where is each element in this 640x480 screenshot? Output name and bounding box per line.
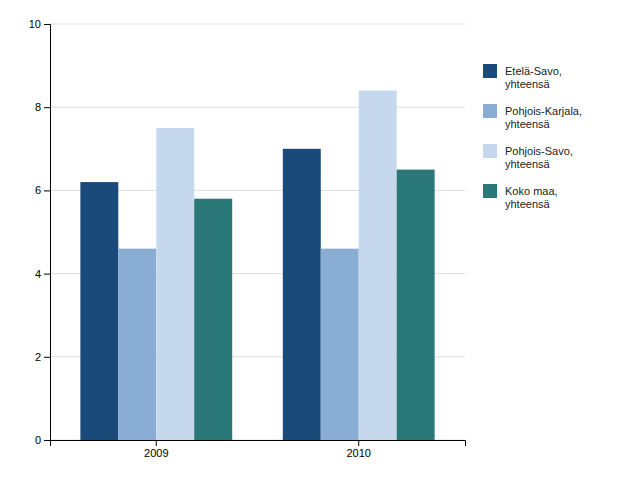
y-tick-label: 8 (35, 101, 41, 113)
series (156, 91, 396, 440)
bar (321, 249, 359, 440)
legend-label-line: yhteensä (505, 198, 551, 210)
legend-item: Etelä-Savo,yhteensä (483, 64, 562, 90)
legend-label-line: Etelä-Savo, (505, 65, 562, 77)
y-tick-mark (44, 357, 50, 358)
x-tick: 2009 (144, 440, 168, 459)
grid-line (50, 107, 465, 108)
y-tick-mark (44, 24, 50, 25)
legend-label: Koko maa,yhteensä (505, 185, 558, 210)
x-tick-label: 2009 (144, 447, 168, 459)
y-axis-line (44, 25, 51, 441)
x-axis-line (51, 441, 466, 447)
x-tick-mark (358, 440, 359, 446)
legend-label: Etelä-Savo,yhteensä (505, 65, 562, 90)
x-tick-mark (156, 440, 157, 446)
y-tick-label: 0 (35, 434, 41, 446)
y-tick: 4 (35, 268, 50, 280)
bar (359, 91, 397, 440)
y-tick: 8 (35, 101, 50, 113)
y-tick-label: 6 (35, 184, 41, 196)
y-tick-label: 4 (35, 268, 41, 280)
x-tick-label: 2010 (346, 447, 370, 459)
y-tick-mark (44, 440, 50, 441)
bars (80, 91, 434, 440)
bar (194, 199, 232, 440)
grid (50, 24, 465, 440)
y-tick-mark (44, 190, 50, 191)
bar (283, 149, 321, 440)
legend-item: Koko maa,yhteensä (483, 184, 558, 210)
chart: 024681020092010Etelä-Savo,yhteensäPohjoi… (0, 0, 640, 480)
legend-swatch (483, 64, 497, 78)
legend-label-line: yhteensä (505, 78, 551, 90)
series (118, 249, 358, 440)
bar (397, 170, 435, 440)
legend-label: Pohjois-Savo,yhteensä (505, 145, 573, 170)
legend-label-line: Pohjois-Karjala, (505, 105, 582, 117)
y-tick-label: 10 (29, 18, 41, 30)
y-tick: 6 (35, 184, 50, 196)
legend-label-line: Pohjois-Savo, (505, 145, 573, 157)
y-tick: 10 (29, 18, 50, 30)
y-tick-mark (44, 274, 50, 275)
legend-item: Pohjois-Savo,yhteensä (483, 144, 573, 170)
y-tick: 2 (35, 351, 50, 363)
legend-swatch (483, 184, 497, 198)
bar (80, 182, 118, 440)
legend-item: Pohjois-Karjala,yhteensä (483, 104, 582, 130)
y-axis: 0 2 4 6 8 10 (29, 18, 51, 446)
legend-label-line: yhteensä (505, 158, 551, 170)
bar (156, 128, 194, 440)
legend: Etelä-Savo,yhteensäPohjois-Karjala,yhtee… (483, 64, 582, 210)
y-tick-mark (44, 107, 50, 108)
legend-label: Pohjois-Karjala,yhteensä (505, 105, 582, 130)
x-tick: 2010 (346, 440, 370, 459)
plot: 0 2 4 6 8 10 2009 2010 (29, 18, 466, 459)
grid-line (50, 24, 465, 25)
y-tick-label: 2 (35, 351, 41, 363)
legend-label-line: Koko maa, (505, 185, 558, 197)
legend-label-line: yhteensä (505, 118, 551, 130)
y-tick: 0 (35, 434, 50, 446)
bar (118, 249, 156, 440)
legend-swatch (483, 104, 497, 118)
series (194, 170, 434, 440)
x-axis: 2009 2010 (51, 440, 466, 459)
legend-swatch (483, 144, 497, 158)
series (80, 149, 320, 440)
